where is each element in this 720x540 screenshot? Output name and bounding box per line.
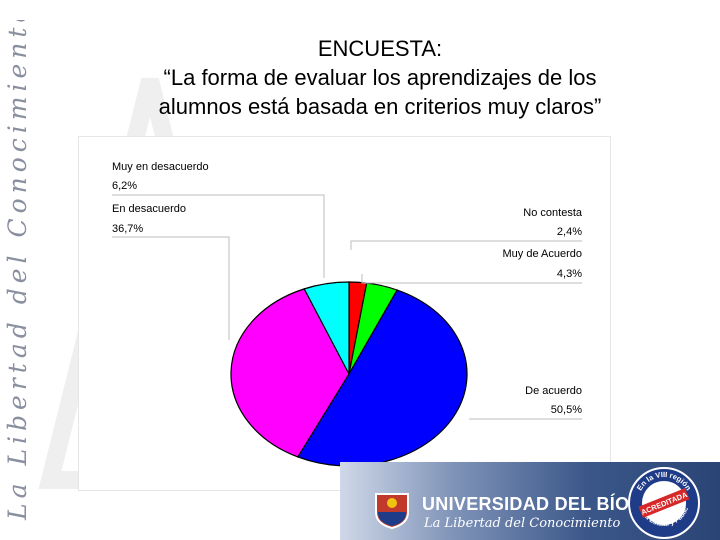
- slice-label-1: Muy de Acuerdo: [503, 248, 583, 260]
- slice-label-4: Muy en desacuerdo: [112, 161, 209, 173]
- leader-line-4: [112, 194, 325, 278]
- accreditation-seal-icon: En la VIII región Única Estatal y Públic…: [627, 466, 700, 539]
- pie-chart-container: No contesta 2,4% Muy de Acuerdo 4,3% De acue…: [79, 137, 610, 490]
- slice-value-1: 4,3%: [557, 268, 582, 280]
- slice-value-4: 6,2%: [112, 180, 137, 192]
- slice-label-3: En desacuerdo: [112, 203, 186, 215]
- slice-value-0: 2,4%: [557, 226, 582, 238]
- side-motto: La Libertad del Conocimiento: [3, 20, 32, 521]
- leader-line-0: [350, 240, 582, 250]
- slice-value-2: 50,5%: [551, 404, 582, 416]
- pie-slice-4: [303, 281, 350, 375]
- slice-label-0: No contesta: [523, 207, 583, 219]
- university-crest-icon: [375, 493, 409, 530]
- university-name: UNIVERSIDAD DEL BÍO-BÍO: [422, 494, 669, 514]
- leader-line-3: [112, 236, 230, 340]
- pie-chart: No contesta 2,4% Muy de Acuerdo 4,3% De acue…: [112, 161, 583, 467]
- slice-value-3: 36,7%: [112, 223, 143, 235]
- slide-title: ENCUESTA: “La forma de evaluar los apren…: [80, 34, 680, 121]
- title-line-3: alumnos está basada en criterios muy cla…: [158, 94, 602, 119]
- leader-line-1: [361, 274, 582, 284]
- pie-slice-3: [230, 288, 350, 458]
- side-motto-text: La Libertad del Conocimiento: [3, 20, 32, 521]
- university-motto: La Libertad del Conocimiento: [424, 516, 621, 531]
- slice-label-2: De acuerdo: [525, 385, 582, 397]
- title-line-1: ENCUESTA:: [317, 36, 443, 61]
- title-line-2: “La forma de evaluar los aprendizajes de…: [163, 65, 597, 90]
